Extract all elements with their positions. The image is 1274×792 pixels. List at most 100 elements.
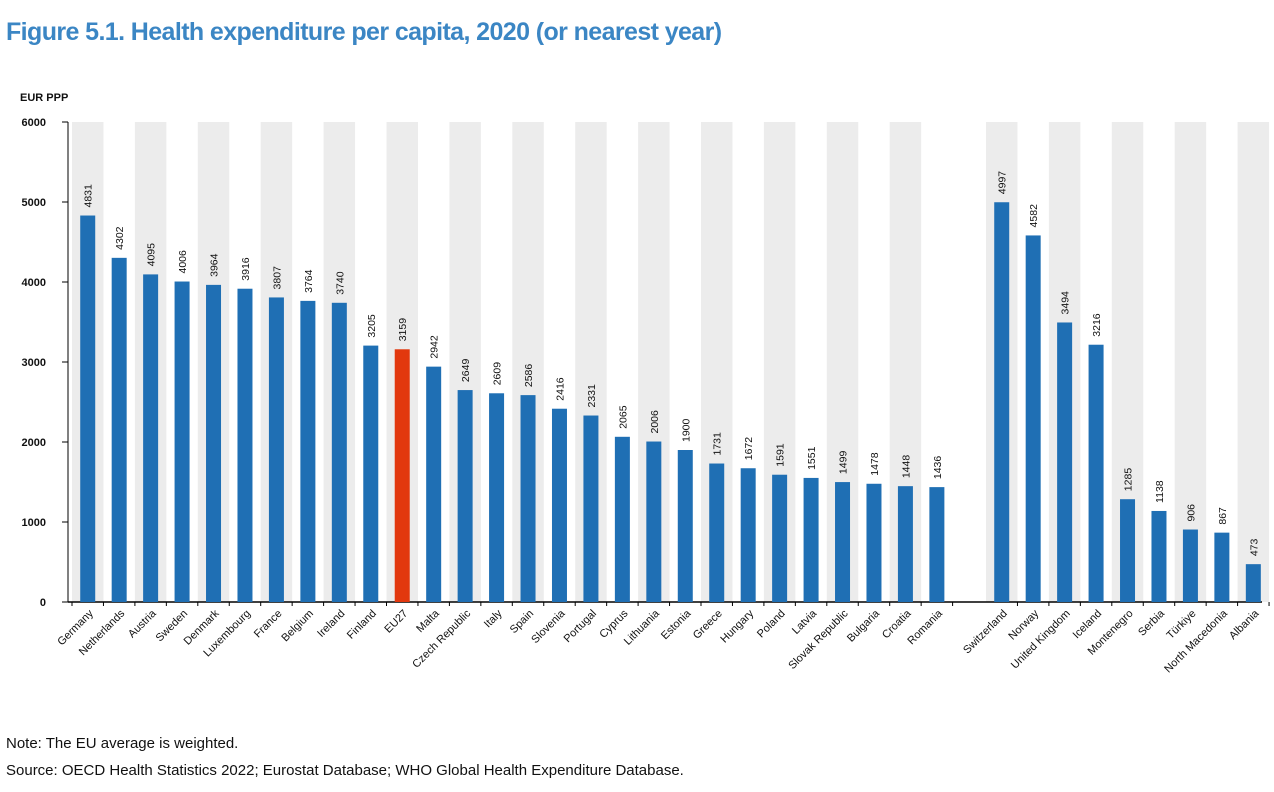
category-label: Belgium [279, 608, 316, 645]
value-label: 906 [1185, 504, 1197, 522]
value-label: 1499 [838, 451, 850, 475]
category-label: Estonia [659, 607, 694, 642]
bar-czech-republic [457, 390, 473, 602]
y-tick-label: 6000 [22, 117, 46, 129]
bar-iceland [1088, 344, 1104, 602]
value-label: 4302 [114, 226, 126, 250]
bar-france [268, 297, 284, 602]
grid-band [1237, 122, 1270, 602]
chart-source: Source: OECD Health Statistics 2022; Eur… [6, 762, 684, 779]
bar-lithuania [646, 441, 662, 602]
bar-spain [520, 395, 536, 602]
category-label: Switzerland [961, 608, 1010, 657]
value-label: 2609 [492, 362, 504, 386]
value-label: 867 [1217, 507, 1229, 525]
bar-hungary [740, 468, 756, 602]
category-label: Romania [905, 607, 945, 647]
bar-albania [1245, 564, 1261, 602]
category-label: Malta [414, 607, 442, 635]
value-label: 2331 [586, 384, 598, 408]
value-label: 4006 [177, 250, 189, 274]
value-label: 1478 [869, 452, 881, 476]
bar-t-rkiye [1182, 529, 1198, 602]
category-label: United Kingdom [1009, 608, 1073, 672]
bar-croatia [897, 486, 913, 602]
bar-malta [426, 366, 442, 602]
y-tick-label: 0 [40, 597, 46, 609]
value-label: 3159 [397, 318, 409, 342]
bar-romania [929, 487, 945, 602]
category-label: EU27 [382, 608, 410, 636]
value-label: 4831 [83, 184, 95, 208]
value-label: 1591 [775, 443, 787, 467]
category-label: Finland [345, 608, 379, 642]
value-label: 1436 [932, 456, 944, 480]
bar-montenegro [1120, 499, 1136, 602]
value-label: 2586 [523, 364, 535, 388]
bar-estonia [677, 450, 693, 602]
category-label: Albania [1227, 607, 1262, 642]
bar-finland [363, 345, 379, 602]
value-label: 3216 [1091, 313, 1103, 337]
bar-germany [80, 215, 96, 602]
category-label: Slovenia [529, 607, 568, 646]
category-label: Hungary [718, 607, 756, 645]
value-label: 1672 [743, 437, 755, 461]
bar-ireland [331, 302, 347, 602]
bar-serbia [1151, 510, 1167, 602]
bar-cyprus [614, 436, 630, 602]
value-label: 3205 [366, 314, 378, 338]
bar-latvia [803, 477, 819, 602]
y-tick-label: 1000 [22, 517, 46, 529]
category-label: Ireland [315, 608, 347, 640]
value-label: 1731 [712, 432, 724, 456]
bar-sweden [174, 281, 190, 602]
value-label: 1551 [806, 446, 818, 470]
bar-austria [143, 274, 159, 602]
value-label: 3807 [271, 266, 283, 290]
category-label: Serbia [1136, 607, 1168, 639]
bar-denmark [206, 284, 222, 602]
value-label: 2416 [554, 377, 566, 401]
bar-north-macedonia [1214, 532, 1230, 602]
value-label: 3964 [209, 253, 221, 277]
value-label: 1900 [680, 418, 692, 442]
value-label: 2065 [617, 405, 629, 429]
grid-band [1174, 122, 1207, 602]
value-label: 4997 [997, 171, 1009, 195]
bar-norway [1025, 235, 1041, 602]
category-label: Lithuania [622, 607, 663, 648]
bar-poland [772, 474, 788, 602]
y-tick-label: 4000 [22, 277, 46, 289]
y-tick-label: 2000 [22, 437, 46, 449]
bar-greece [709, 463, 725, 602]
category-label: Portugal [562, 608, 599, 645]
value-label: 1285 [1123, 468, 1135, 492]
category-label: Spain [508, 608, 536, 636]
bar-bulgaria [866, 483, 882, 602]
value-label: 473 [1248, 538, 1260, 556]
value-label: 2942 [429, 335, 441, 359]
bar-netherlands [111, 257, 127, 602]
value-label: 4582 [1028, 204, 1040, 228]
bar-luxembourg [237, 288, 253, 602]
y-tick-label: 3000 [22, 357, 46, 369]
value-label: 4095 [146, 243, 158, 267]
bar-slovenia [551, 408, 567, 602]
value-label: 3494 [1060, 291, 1072, 315]
category-label: Bulgaria [845, 607, 883, 645]
bar-chart: EUR PPP01000200030004000500060004831Germ… [20, 92, 1270, 675]
value-label: 3764 [303, 269, 315, 293]
value-label: 1138 [1154, 480, 1166, 503]
bar-belgium [300, 300, 316, 602]
y-tick-label: 5000 [22, 197, 46, 209]
bar-eu27 [394, 349, 410, 602]
category-label: Czech Republic [410, 607, 473, 670]
bar-switzerland [994, 202, 1010, 603]
category-label: Poland [755, 608, 788, 641]
value-label: 3740 [334, 271, 346, 295]
value-label: 3916 [240, 257, 252, 281]
value-label: 2006 [649, 410, 661, 434]
y-axis-label: EUR PPP [20, 92, 68, 104]
bar-portugal [583, 415, 599, 602]
